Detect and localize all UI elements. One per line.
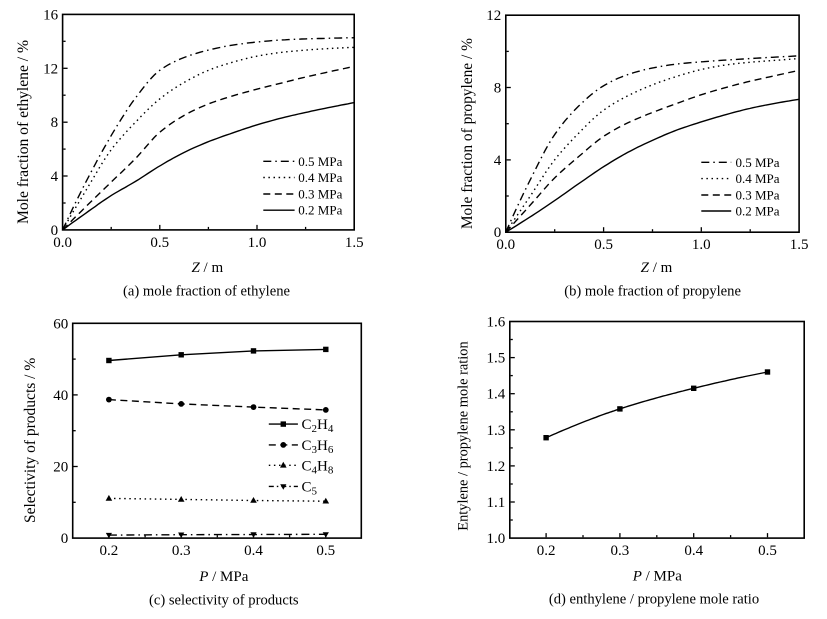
svg-text:1.5: 1.5 [345, 235, 364, 251]
svg-text:Z / m: Z / m [641, 260, 673, 276]
svg-text:0: 0 [61, 531, 69, 547]
svg-text:0.3: 0.3 [611, 543, 630, 559]
svg-text:Mole fraction of propylene / %: Mole fraction of propylene / % [459, 38, 476, 229]
svg-text:1.0: 1.0 [692, 237, 711, 253]
svg-text:0.5: 0.5 [150, 235, 169, 251]
svg-text:0: 0 [51, 223, 59, 239]
svg-text:Selectivity of products / %: Selectivity of products / % [22, 358, 39, 523]
svg-text:1.5: 1.5 [487, 351, 506, 367]
svg-text:0: 0 [494, 225, 502, 241]
svg-text:20: 20 [53, 460, 68, 476]
svg-text:0.3: 0.3 [172, 543, 191, 559]
svg-text:0.2 MPa: 0.2 MPa [736, 204, 780, 219]
svg-text:P / MPa: P / MPa [632, 569, 683, 585]
svg-text:Z / m: Z / m [191, 260, 223, 276]
svg-text:0.2: 0.2 [100, 543, 119, 559]
svg-text:0.3 MPa: 0.3 MPa [736, 188, 780, 203]
svg-text:0.4: 0.4 [684, 543, 703, 559]
svg-text:1.3: 1.3 [487, 423, 506, 439]
svg-text:0.5: 0.5 [594, 237, 613, 253]
svg-text:8: 8 [51, 115, 59, 131]
svg-text:16: 16 [43, 7, 59, 23]
svg-text:0.2: 0.2 [537, 543, 556, 559]
svg-text:40: 40 [53, 388, 68, 404]
svg-text:0.5 MPa: 0.5 MPa [298, 154, 342, 169]
svg-text:0.2 MPa: 0.2 MPa [298, 203, 342, 218]
svg-text:60: 60 [53, 316, 68, 332]
svg-text:1.6: 1.6 [487, 315, 506, 331]
svg-text:0.4 MPa: 0.4 MPa [736, 171, 780, 186]
svg-text:0.5: 0.5 [316, 543, 335, 559]
svg-text:0.5: 0.5 [758, 543, 777, 559]
svg-text:0.0: 0.0 [53, 235, 72, 251]
svg-text:8: 8 [494, 81, 502, 97]
svg-text:12: 12 [43, 61, 58, 77]
svg-text:(a) mole fraction of ethylene: (a) mole fraction of ethylene [123, 284, 290, 300]
svg-text:(d) enthylene / propylene mole: (d) enthylene / propylene mole ratio [549, 592, 759, 608]
svg-text:1.2: 1.2 [487, 459, 506, 475]
svg-text:0.5 MPa: 0.5 MPa [736, 155, 780, 170]
svg-text:Mole fraction of ethylene / %: Mole fraction of ethylene / % [15, 40, 32, 224]
svg-text:Entylene / propylene mole rati: Entylene / propylene mole ration [456, 341, 472, 530]
svg-text:C4H8: C4H8 [302, 458, 334, 476]
svg-text:1.0: 1.0 [248, 235, 267, 251]
svg-text:0.3 MPa: 0.3 MPa [298, 187, 342, 202]
svg-text:C5: C5 [302, 479, 318, 497]
svg-text:12: 12 [486, 8, 501, 24]
svg-text:C3H6: C3H6 [302, 438, 334, 456]
svg-text:(c) selectivity of products: (c) selectivity of products [149, 593, 299, 609]
svg-text:1.1: 1.1 [487, 495, 506, 511]
svg-text:P / MPa: P / MPa [198, 569, 249, 585]
svg-text:1.4: 1.4 [487, 387, 506, 403]
svg-text:4: 4 [494, 153, 502, 169]
svg-text:0.0: 0.0 [496, 237, 515, 253]
svg-text:0.4 MPa: 0.4 MPa [298, 170, 342, 185]
svg-text:0.4: 0.4 [244, 543, 263, 559]
svg-text:1.5: 1.5 [790, 237, 809, 253]
svg-text:4: 4 [51, 169, 59, 185]
svg-text:(b) mole fraction of propylene: (b) mole fraction of propylene [564, 283, 741, 299]
svg-text:1.0: 1.0 [487, 531, 506, 547]
svg-text:C2H4: C2H4 [302, 417, 334, 435]
